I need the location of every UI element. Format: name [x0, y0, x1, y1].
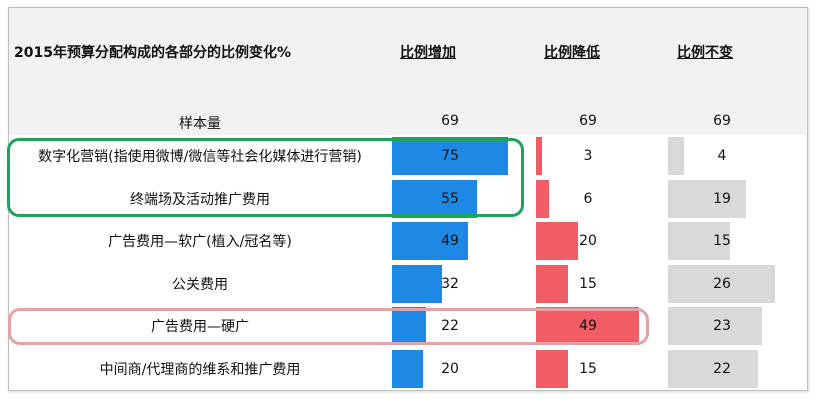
row-label-terminal-events: 终端场及活动推广费用 [130, 191, 270, 208]
value-increase-hard-ads: 22 [441, 318, 459, 335]
column-header-unchanged: 比例不变 [677, 45, 733, 61]
bar-unchanged-terminal-events [668, 179, 746, 218]
value-unchanged-pr: 26 [713, 275, 731, 292]
row-label-pr: 公关费用 [172, 276, 228, 293]
sample-size-unchanged: 69 [713, 113, 731, 129]
value-increase-soft-ads: 49 [441, 233, 459, 250]
sample-size-decrease: 69 [579, 113, 597, 129]
bar-decrease-pr [536, 264, 568, 303]
bar-decrease-intermediary [536, 349, 568, 388]
row-label-intermediary: 中间商/代理商的维系和推广费用 [99, 361, 301, 378]
row-label-soft-ads: 广告费用—软广(植入/冠名等) [108, 234, 292, 251]
bar-increase-pr [392, 264, 442, 303]
header-band [9, 8, 806, 135]
bar-unchanged-hard-ads [668, 307, 763, 346]
column-header-decrease: 比例降低 [544, 45, 600, 61]
value-unchanged-terminal-events: 19 [713, 190, 731, 207]
value-unchanged-hard-ads: 23 [713, 318, 731, 335]
value-decrease-terminal-events: 6 [583, 190, 593, 207]
row-label-digital-marketing: 数字化营销(指使用微博/微信等社会化媒体进行营销) [38, 149, 362, 166]
value-decrease-digital-marketing: 3 [583, 148, 593, 165]
bar-decrease-terminal-events [536, 179, 549, 218]
bar-unchanged-soft-ads [668, 222, 730, 261]
value-increase-terminal-events: 55 [441, 190, 459, 207]
bar-decrease-hard-ads [536, 307, 639, 346]
value-increase-digital-marketing: 75 [441, 148, 459, 165]
sample-size-increase: 69 [441, 113, 459, 129]
row-label-hard-ads: 广告费用—硬广 [151, 319, 249, 336]
bar-increase-soft-ads [392, 222, 468, 261]
value-unchanged-intermediary: 22 [713, 360, 731, 377]
bar-unchanged-digital-marketing [668, 137, 685, 176]
value-decrease-soft-ads: 20 [579, 233, 597, 250]
value-decrease-pr: 15 [579, 275, 597, 292]
value-increase-intermediary: 20 [441, 360, 459, 377]
bar-unchanged-pr [668, 264, 775, 303]
bar-increase-intermediary [392, 349, 423, 388]
value-unchanged-digital-marketing: 4 [717, 148, 727, 165]
bar-increase-hard-ads [392, 307, 427, 346]
bar-unchanged-intermediary [668, 349, 759, 388]
value-decrease-intermediary: 15 [579, 360, 597, 377]
bar-decrease-soft-ads [536, 222, 578, 261]
value-increase-pr: 32 [441, 275, 459, 292]
bar-decrease-digital-marketing [536, 137, 543, 176]
value-unchanged-soft-ads: 15 [713, 233, 731, 250]
column-header-increase: 比例增加 [400, 45, 456, 61]
bar-increase-terminal-events [392, 179, 478, 218]
bar-increase-digital-marketing [392, 137, 509, 176]
chart-title: 2015年预算分配构成的各部分的比例变化% [14, 45, 291, 61]
sample-size-label: 样本量 [179, 116, 221, 132]
value-decrease-hard-ads: 49 [579, 318, 597, 335]
